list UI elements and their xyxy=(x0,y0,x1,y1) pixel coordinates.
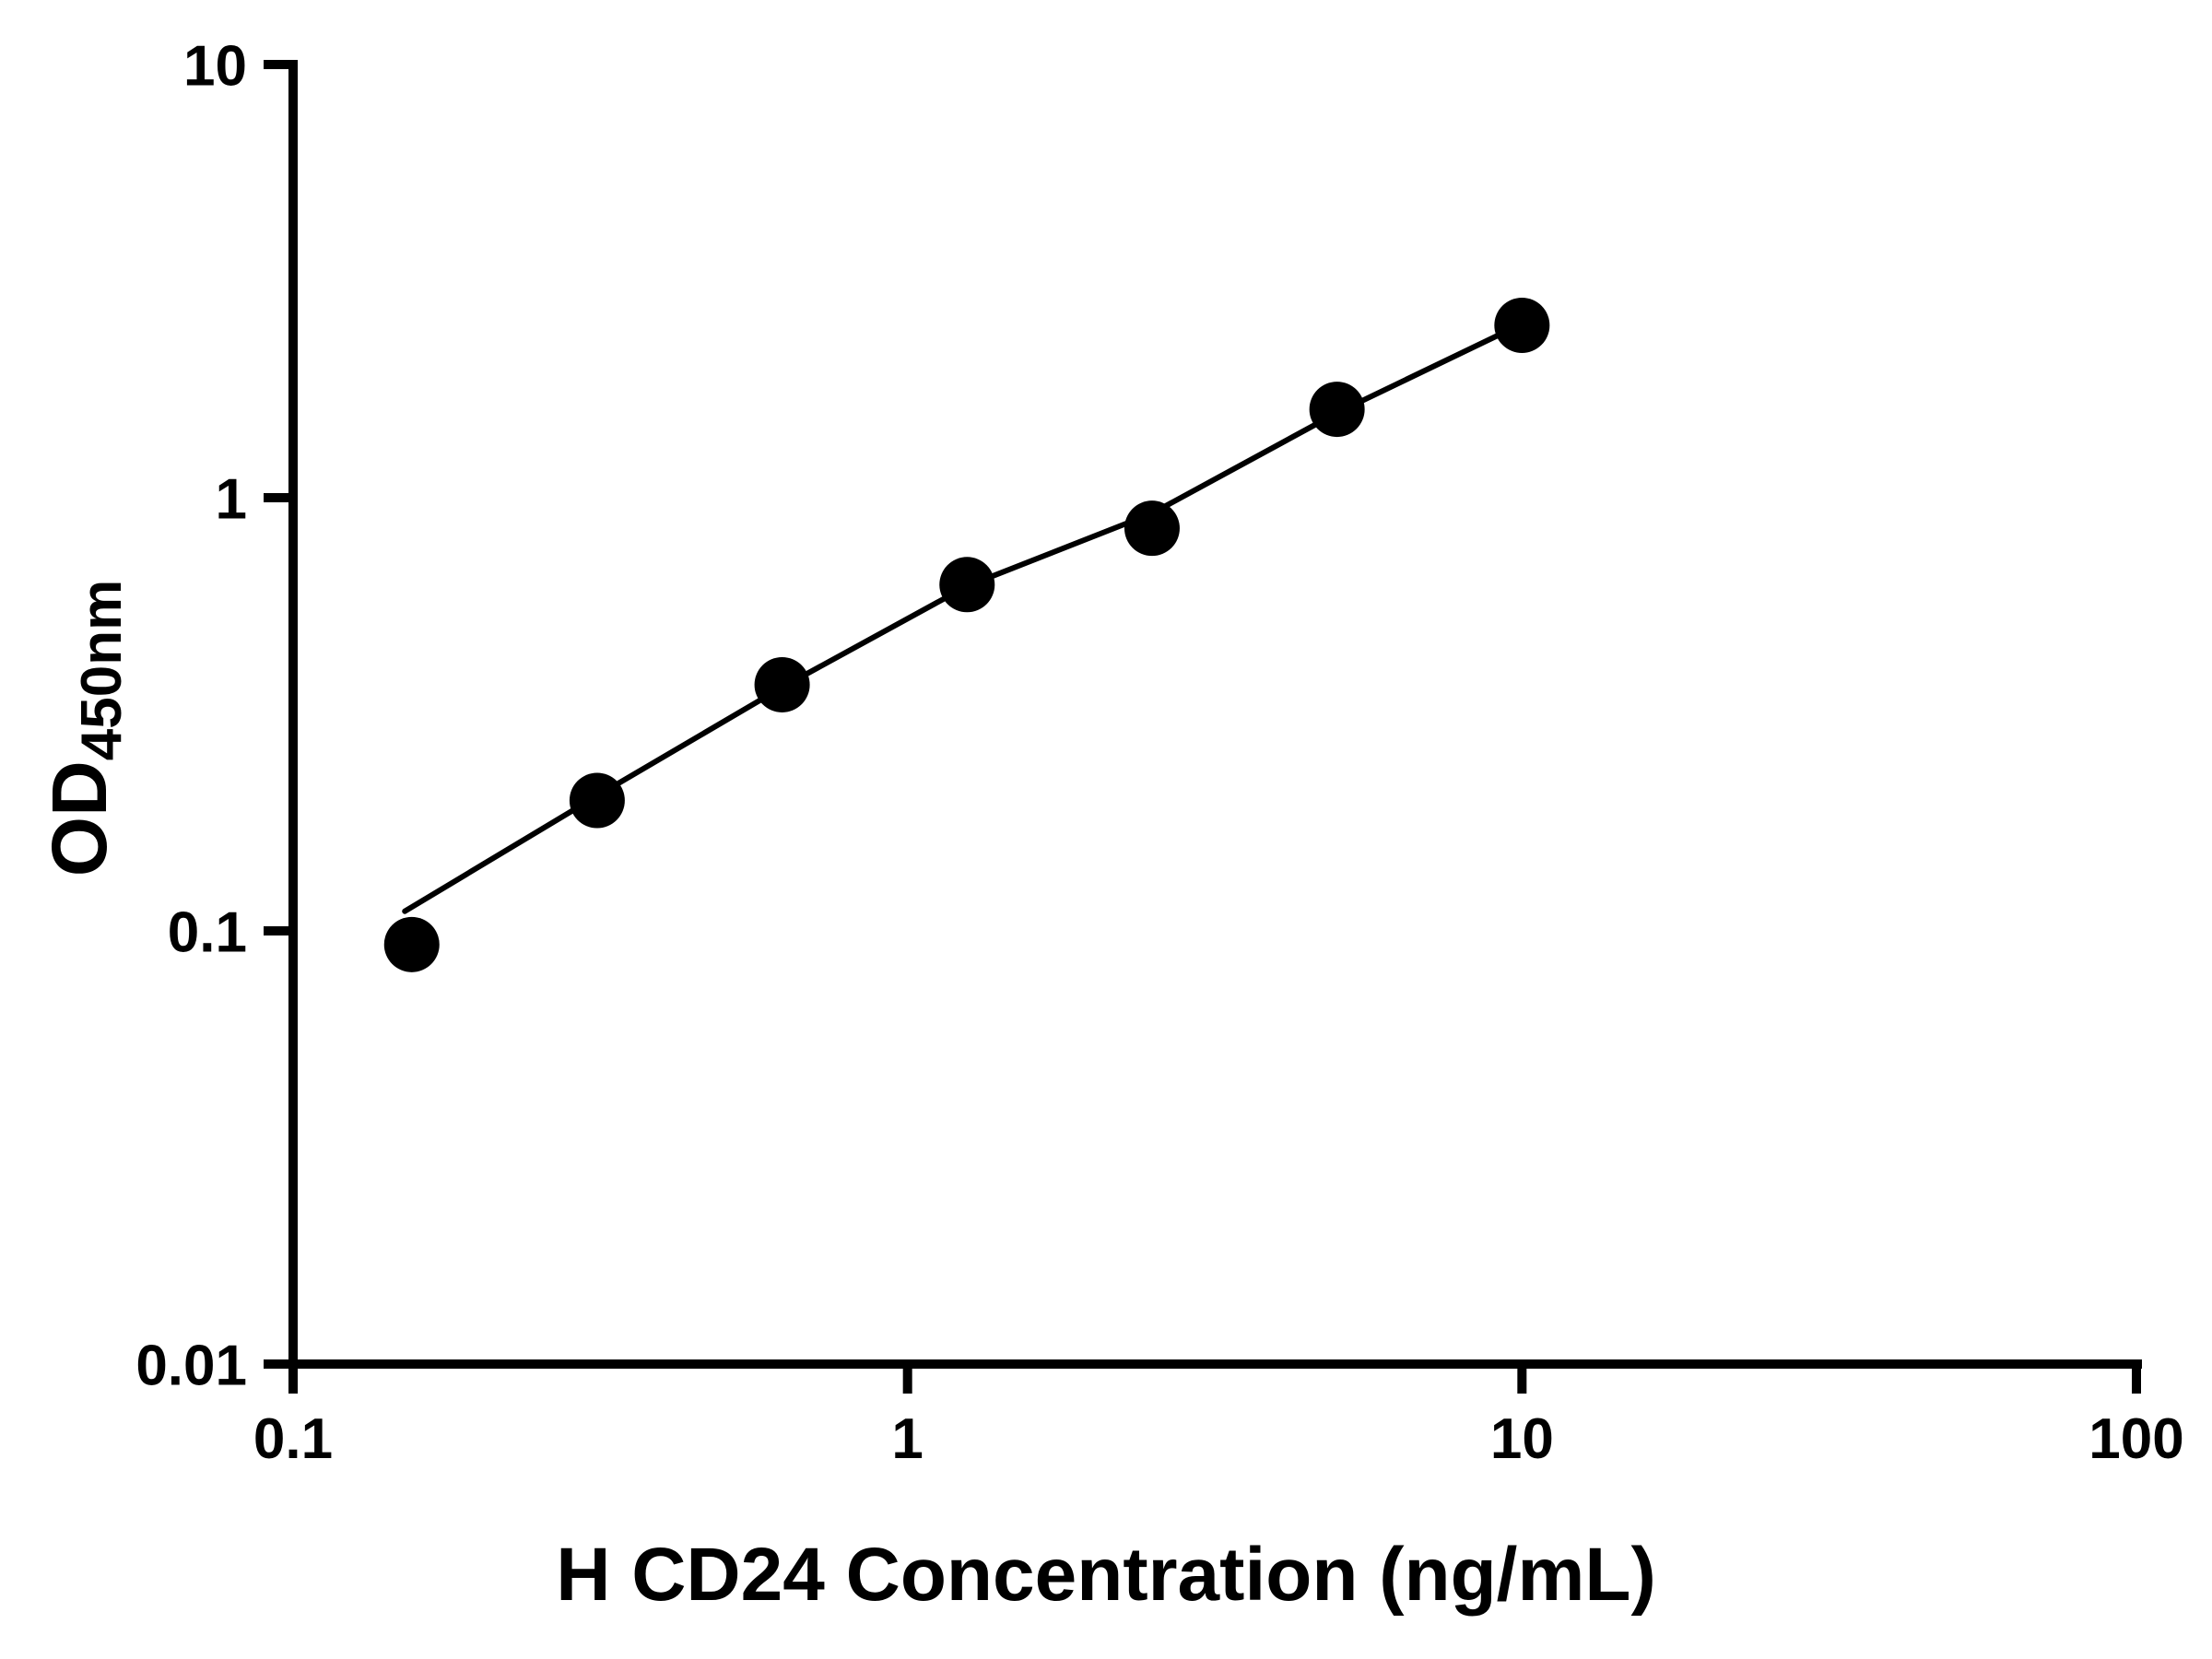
data-point-marker xyxy=(1309,382,1365,438)
y-axis-title: OD450nm xyxy=(35,580,135,877)
data-point-marker xyxy=(939,557,995,613)
data-point-marker xyxy=(1494,297,1550,353)
x-tick-label: 0.1 xyxy=(253,1407,333,1471)
x-axis-title: H CD24 Concentration (ng/mL) xyxy=(556,1533,1656,1617)
y-tick-label: 10 xyxy=(183,34,247,98)
y-axis-title-main: OD xyxy=(36,760,123,877)
x-tick-label: 100 xyxy=(2088,1407,2183,1471)
x-tick-label: 1 xyxy=(891,1407,923,1471)
y-tick-label: 0.01 xyxy=(135,1334,247,1397)
y-tick-label: 0.1 xyxy=(168,900,247,964)
data-point-marker xyxy=(754,656,810,712)
y-tick-label: 1 xyxy=(216,467,247,531)
y-axis-title-subscript: 450nm xyxy=(70,579,134,761)
data-point-marker xyxy=(569,772,625,829)
data-point-marker xyxy=(383,916,440,972)
data-point-marker xyxy=(1124,500,1180,557)
x-tick-label: 10 xyxy=(1490,1407,1554,1471)
